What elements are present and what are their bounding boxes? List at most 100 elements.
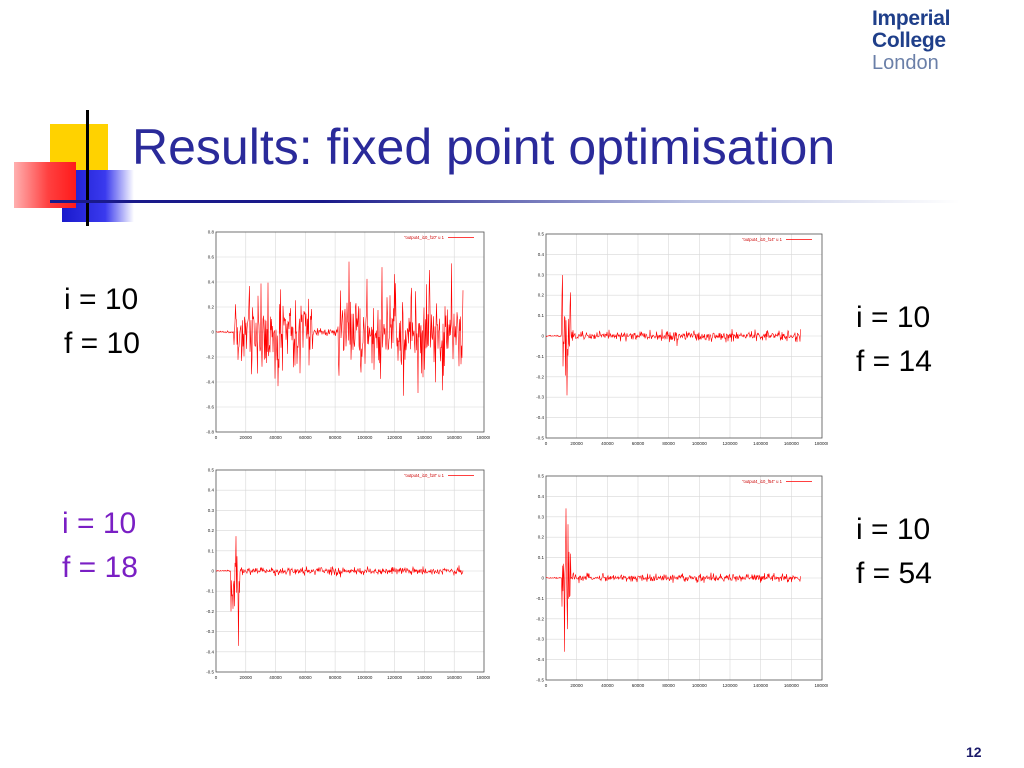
y-tick-label: -0.3 (206, 629, 214, 634)
y-tick-label: 0.1 (538, 555, 545, 560)
x-tick-label: 120000 (387, 675, 403, 680)
label-i10-f18: i = 10 f = 18 (62, 502, 138, 590)
chart-panel-i10-f18: 0.5 0.4 0.3 0.2 0.1 0 -0.1 -0.2 -0.3 -0.4 -0.5 0 200… (198, 464, 490, 684)
label-i10-f54-line1: i = 10 (856, 513, 931, 546)
chart-i10-f10: 0.80.60.40.20-0.2-0.4-0.6-0.80 20000 40000… (198, 226, 490, 444)
x-tick-label: 60000 (632, 683, 645, 688)
chart-panel-i10-f10: 0.8 0.6 0.4 0.2 0 -0.2 -0.4 -0.6 -0.8 0 20000 40000… (198, 226, 490, 444)
legend-label: "output4_i10_f14" u 1 (742, 237, 783, 242)
x-tick-label: 180000 (814, 683, 828, 688)
y-tick-label: 0.4 (538, 252, 545, 257)
y-tick-label: -0.5 (206, 670, 214, 675)
y-tick-label: 0.2 (208, 528, 215, 533)
y-tick-label: 0.1 (208, 548, 215, 553)
y-tick-label: 0.8 (208, 230, 215, 235)
y-tick-label: -0.1 (206, 589, 214, 594)
y-tick-label: 0 (211, 330, 214, 335)
x-tick-label: 140000 (753, 441, 769, 446)
y-tick-label: 0.5 (208, 468, 215, 473)
x-tick-label: 40000 (601, 683, 614, 688)
x-tick-label: 180000 (814, 441, 828, 446)
x-tick-label: 0 (545, 441, 548, 446)
y-tick-label: 0.3 (538, 514, 545, 519)
y-tick-label: -0.1 (536, 596, 544, 601)
label-i10-f14-line2: f = 14 (856, 345, 932, 378)
x-tick-label: 20000 (570, 441, 583, 446)
page-number: 12 (966, 744, 982, 760)
x-tick-label: 20000 (240, 435, 253, 440)
y-tick-label: -0.4 (206, 380, 214, 385)
y-tick-label: -0.1 (536, 354, 544, 359)
y-tick-label: 0.4 (208, 488, 215, 493)
y-tick-label: -0.2 (206, 355, 214, 360)
y-tick-label: -0.2 (206, 609, 214, 614)
y-tick-label: 0.3 (538, 272, 545, 277)
y-tick-label: -0.5 (536, 678, 544, 683)
label-i10-f10: i = 10 f = 10 (64, 278, 140, 366)
y-tick-label: 0.3 (208, 508, 215, 513)
label-i10-f18-line2: f = 18 (62, 551, 138, 584)
chart-i10-f14: 0.50.40.30.20.10-0.1-0.2-0.3-0.4-0.50 200… (528, 228, 828, 450)
x-tick-label: 80000 (662, 683, 675, 688)
x-tick-label: 0 (215, 435, 218, 440)
y-tick-label: -0.3 (536, 637, 544, 642)
title-underline (50, 200, 960, 203)
label-i10-f54: i = 10 f = 54 (856, 508, 932, 596)
y-tick-label: 0 (541, 334, 544, 339)
x-tick-label: 60000 (632, 441, 645, 446)
y-tick-label: 0 (541, 576, 544, 581)
x-tick-label: 20000 (570, 683, 583, 688)
x-tick-label: 160000 (447, 435, 463, 440)
signal-series-line (215, 536, 464, 646)
x-tick-label: 60000 (299, 675, 312, 680)
label-i10-f14: i = 10 f = 14 (856, 296, 932, 384)
signal-series-line (545, 274, 801, 396)
y-tick-label: -0.6 (206, 405, 214, 410)
y-tick-label: 0.6 (208, 255, 215, 260)
legend-label: "output4_i10_f10" u 1 (404, 235, 445, 240)
y-tick-label: 0 (211, 569, 214, 574)
x-tick-label: 100000 (357, 675, 373, 680)
decorative-vertical-line (86, 110, 89, 226)
y-tick-label: 0.2 (538, 535, 545, 540)
x-tick-label: 100000 (692, 683, 708, 688)
x-tick-label: 40000 (601, 441, 614, 446)
x-tick-label: 40000 (269, 675, 282, 680)
y-tick-label: 0.2 (208, 305, 215, 310)
y-tick-label: 0.5 (538, 474, 545, 479)
x-tick-label: 140000 (753, 683, 769, 688)
y-tick-label: -0.3 (536, 395, 544, 400)
plot-frame (215, 469, 485, 673)
y-tick-label: -0.4 (536, 415, 544, 420)
x-tick-label: 180000 (476, 675, 490, 680)
x-tick-label: 160000 (784, 683, 800, 688)
legend-label: "output4_i10_f54" u 1 (742, 479, 783, 484)
x-tick-label: 180000 (476, 435, 490, 440)
y-tick-label: 0.4 (538, 494, 545, 499)
y-tick-label: -0.2 (536, 616, 544, 621)
x-tick-label: 140000 (417, 675, 433, 680)
slide-title: Results: fixed point optimisation (132, 119, 836, 175)
y-tick-label: -0.4 (206, 649, 214, 654)
x-tick-label: 20000 (240, 675, 253, 680)
y-tick-label: -0.4 (536, 657, 544, 662)
y-tick-label: -0.5 (536, 436, 544, 441)
x-tick-label: 40000 (269, 435, 282, 440)
plot-frame (215, 231, 485, 433)
x-tick-label: 0 (215, 675, 218, 680)
x-tick-label: 80000 (329, 435, 342, 440)
chart-i10-f54: 0.50.40.30.20.10-0.1-0.2-0.3-0.4-0.50 200… (528, 470, 828, 692)
label-i10-f14-line1: i = 10 (856, 301, 931, 334)
y-tick-label: -0.2 (536, 374, 544, 379)
x-tick-label: 120000 (722, 441, 738, 446)
label-i10-f54-line2: f = 54 (856, 557, 932, 590)
x-tick-label: 100000 (692, 441, 708, 446)
x-tick-label: 0 (545, 683, 548, 688)
x-tick-label: 120000 (387, 435, 403, 440)
legend-label: "output4_i10_f18" u 1 (404, 473, 445, 478)
x-tick-label: 100000 (357, 435, 373, 440)
chart-background (528, 470, 828, 692)
y-tick-label: 0.2 (538, 293, 545, 298)
logo-line2: London (872, 52, 939, 74)
chart-background (198, 464, 490, 684)
